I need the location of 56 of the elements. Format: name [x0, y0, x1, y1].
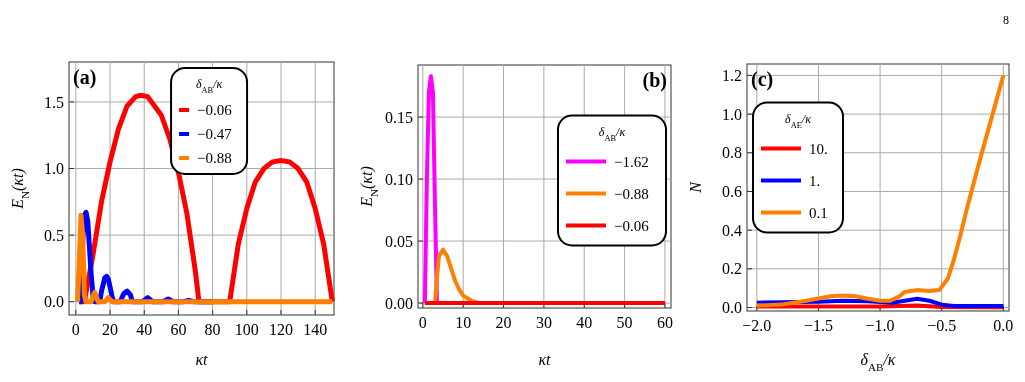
x-tick-label: −0.5 [927, 317, 957, 334]
x-axis-title: κt [195, 351, 209, 368]
x-axis-title: κt [538, 351, 552, 368]
y-tick-label: 0.0 [44, 293, 64, 311]
y-tick-label: 0.8 [722, 144, 742, 162]
x-tick-label: 20 [495, 314, 512, 331]
y-tick-label: 0.15 [385, 108, 413, 126]
text: 8 [1003, 13, 1009, 27]
y-tick-label: 1.0 [722, 105, 742, 123]
x-tick-label: 120 [269, 321, 293, 338]
chart-title: (b) [642, 69, 667, 92]
x-tick-label: 80 [204, 321, 221, 338]
x-tick-label: 0 [418, 314, 427, 331]
x-axis-title: δ$_{AB}$/κ [860, 351, 896, 373]
x-tick-label: 30 [535, 314, 552, 331]
y-tick-label: 0.00 [385, 294, 413, 312]
y-tick-label: 0.10 [385, 170, 413, 188]
y-tick-label: 1.0 [44, 160, 64, 178]
legend-label: −0.88 [614, 185, 649, 202]
x-tick-label: 10 [455, 314, 472, 331]
legend-title: δ$_{AB}$/κ [195, 77, 223, 95]
x-tick-label: −1.5 [803, 317, 833, 334]
y-tick-label: 0.2 [722, 260, 742, 278]
legend-label: −0.06 [197, 102, 233, 119]
x-tick-label: 40 [576, 314, 593, 331]
x-tick-label: −1.0 [865, 317, 895, 334]
x-tick-label: 0 [71, 321, 80, 338]
x-tick-label: 20 [102, 321, 119, 338]
x-tick-label: 0.0 [993, 317, 1014, 334]
legend-label: −0.47 [197, 126, 233, 143]
y-tick-label: 1.2 [722, 67, 742, 85]
line-series [754, 73, 1006, 308]
legend-title: δ$_{AE}$/κ [785, 111, 812, 129]
y-tick-label: 0.6 [722, 183, 742, 201]
x-tick-label: 40 [136, 321, 153, 338]
y-axis-title: N [687, 180, 704, 194]
chart-title: (a) [73, 66, 97, 89]
legend-label: 0.1 [809, 204, 828, 221]
y-tick-label: 0.05 [385, 232, 413, 250]
legend-label: −1.62 [614, 153, 649, 170]
y-tick-label: 0.4 [722, 221, 742, 239]
x-tick-label: 60 [656, 314, 673, 331]
x-tick-label: 140 [303, 321, 328, 338]
x-tick-label: 50 [616, 314, 633, 331]
x-tick-label: 60 [170, 321, 187, 338]
legend-label: −0.06 [614, 217, 650, 234]
x-tick-label: 100 [234, 321, 259, 338]
y-tick-label: 0.5 [44, 226, 64, 244]
legend-title: δ$_{AB}$/κ [598, 124, 626, 142]
y-tick-label: 1.5 [44, 93, 64, 111]
legend-label: 10. [809, 140, 828, 157]
chart-title: (c) [751, 68, 774, 91]
x-tick-label: −2.0 [742, 317, 772, 334]
legend-label: 1. [809, 172, 821, 189]
y-tick-label: 0.0 [722, 299, 742, 317]
legend-label: −0.88 [197, 150, 232, 167]
